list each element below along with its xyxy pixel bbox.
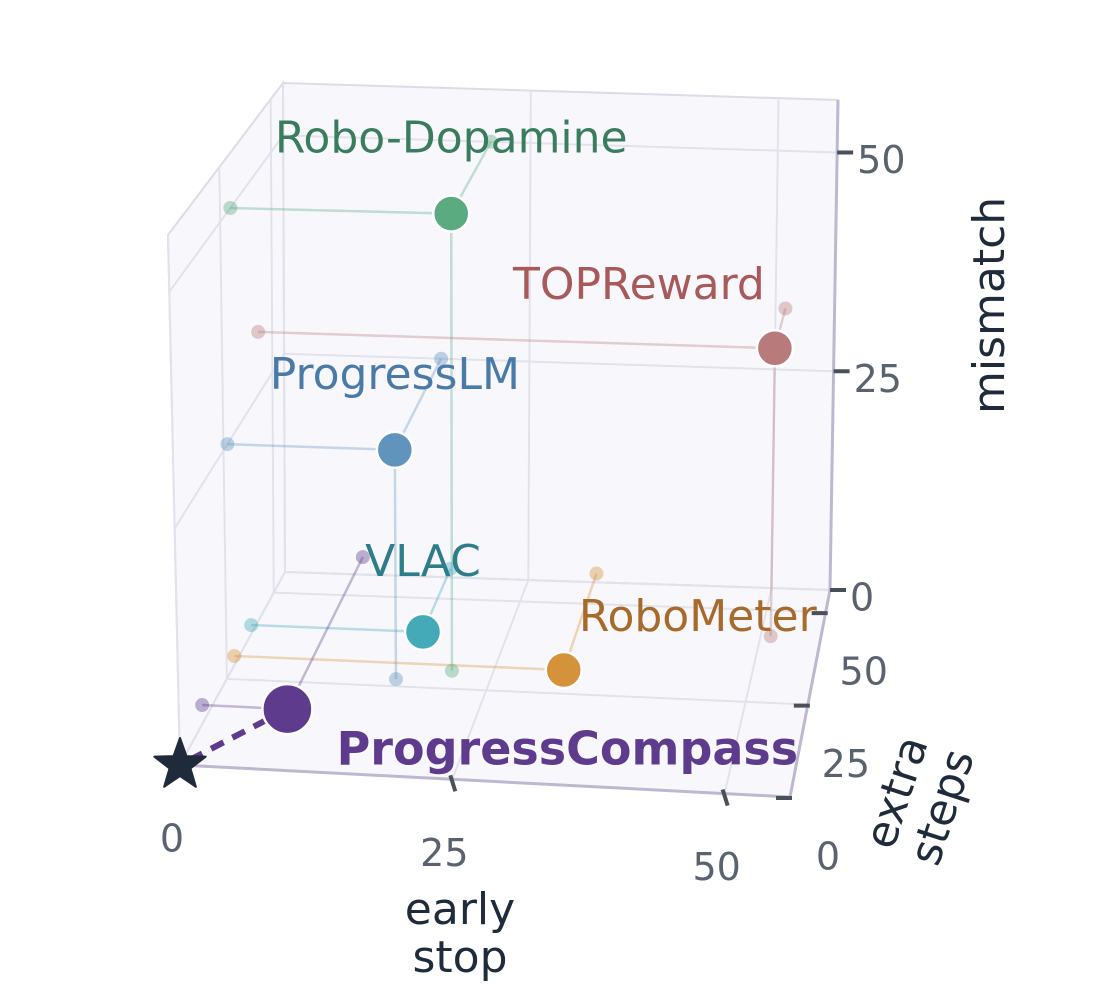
- grid-line: [283, 134, 838, 154]
- grid-line: [218, 167, 228, 679]
- projection-point: [434, 351, 449, 366]
- x-tick-label: 25: [420, 831, 468, 875]
- y-tick-label: 50: [840, 650, 888, 694]
- y-tick-label: 0: [816, 835, 840, 879]
- projection-point: [443, 561, 458, 576]
- point: [261, 682, 314, 736]
- target-star: [153, 737, 207, 788]
- projection-point: [444, 663, 459, 678]
- grid-line: [284, 352, 834, 373]
- grid-line: [168, 134, 285, 293]
- projection-line: [258, 330, 775, 350]
- projection-point: [195, 698, 210, 713]
- point-label: ProgressLM: [270, 349, 520, 400]
- projection-line: [769, 348, 777, 637]
- grid-line: [273, 591, 826, 614]
- axis-line: [179, 763, 791, 799]
- point: [375, 430, 415, 470]
- projection-line: [286, 556, 364, 710]
- z-axis-title: mismatch: [964, 196, 1015, 414]
- grid-line: [451, 579, 530, 780]
- point: [403, 612, 443, 652]
- grid-line: [179, 571, 286, 766]
- projection-line: [251, 623, 424, 634]
- x-tick-label: 0: [160, 817, 184, 861]
- projection-point: [483, 134, 498, 149]
- projection-point: [251, 324, 266, 339]
- grid-line: [723, 587, 773, 794]
- y-tick-label: 25: [822, 742, 870, 786]
- point-label: VLAC: [365, 536, 481, 587]
- projection-point: [388, 672, 403, 687]
- z-tick-label: 25: [854, 357, 902, 401]
- point-label: RoboMeter: [579, 591, 818, 642]
- projection-point: [223, 201, 238, 216]
- grid-line: [173, 353, 285, 529]
- point: [544, 650, 584, 690]
- point-label: TOPReward: [512, 259, 765, 310]
- x-axis-title: early stop: [404, 884, 516, 983]
- projection-point: [778, 301, 793, 316]
- axis-line: [788, 589, 832, 798]
- axis-line: [828, 99, 840, 591]
- projection-point: [244, 618, 259, 633]
- grid-line: [282, 82, 286, 573]
- projection-line: [227, 442, 395, 452]
- z-tick-label: 0: [850, 576, 874, 620]
- projection-line: [230, 206, 452, 215]
- x-tick: [720, 788, 730, 807]
- grid-line: [167, 234, 181, 766]
- z-tick-label: 50: [857, 138, 905, 182]
- projection-line: [393, 449, 398, 680]
- grid-line: [527, 90, 532, 581]
- x-tick: [448, 774, 458, 792]
- projection-point: [589, 566, 604, 581]
- x-tick-label: 50: [692, 845, 740, 889]
- grid-line: [226, 677, 808, 706]
- point: [431, 194, 471, 233]
- point-label: Robo-Dopamine: [275, 113, 628, 164]
- projection-point: [220, 437, 235, 452]
- projection-line: [449, 213, 454, 671]
- grid-line: [269, 99, 275, 593]
- projection-point: [763, 629, 778, 644]
- point-label: ProgressCompass: [337, 722, 799, 776]
- projection-line: [234, 654, 564, 672]
- point: [755, 328, 795, 368]
- projection-point: [355, 550, 370, 565]
- projection-point: [227, 648, 242, 663]
- grid-line: [284, 571, 831, 591]
